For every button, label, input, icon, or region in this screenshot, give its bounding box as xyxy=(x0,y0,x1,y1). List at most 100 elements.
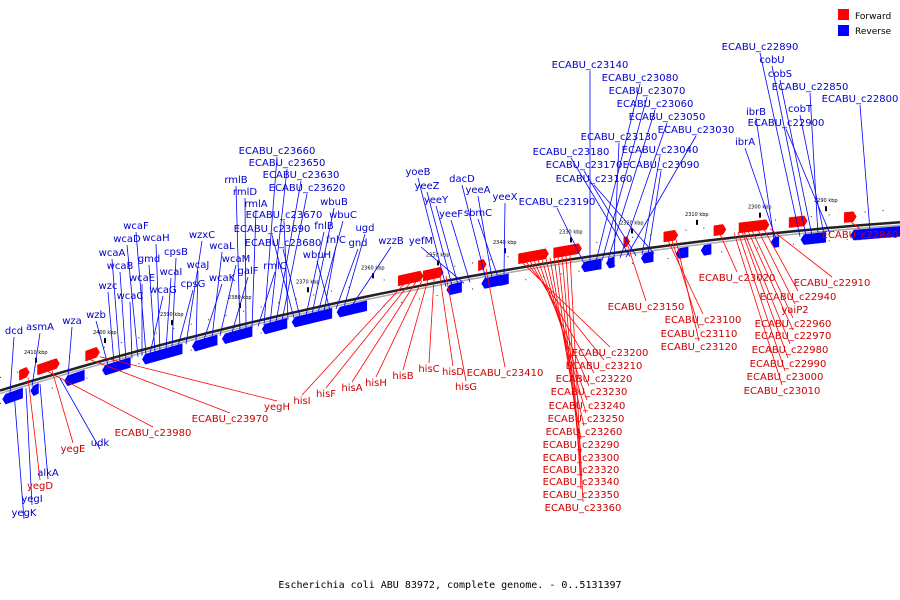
gene-label: ECABU_c23410 xyxy=(467,368,544,379)
tick-label: 2410 kbp xyxy=(24,350,48,356)
forward-gene-arrow xyxy=(423,266,444,282)
gene-label: ECABU_c23090 xyxy=(623,160,700,171)
gene-label: ECABU_c23160 xyxy=(556,174,633,185)
gene-label: wzzB xyxy=(378,236,404,247)
gene-label: ECABU_c23060 xyxy=(617,99,694,110)
leader-line xyxy=(769,228,833,278)
gene-label: ECABU_c23980 xyxy=(115,428,192,439)
gene-label: ECABU_c23660 xyxy=(239,146,316,157)
gene-label: hisI xyxy=(293,396,310,407)
leader-line xyxy=(195,270,199,342)
gene-label: cpsG xyxy=(181,279,206,290)
gene-label: yeeA xyxy=(465,185,490,196)
leader-line xyxy=(317,220,344,313)
leader-line xyxy=(301,283,405,396)
leader-line xyxy=(257,271,276,327)
map-caption: Escherichia coli ABU 83972, complete gen… xyxy=(278,580,621,591)
leader-line xyxy=(325,282,411,389)
leader-line xyxy=(641,155,661,255)
gene-label: ECABU_c23290 xyxy=(543,440,620,451)
leader-line xyxy=(27,377,41,481)
leader-line xyxy=(625,135,697,258)
leader-line xyxy=(282,248,301,317)
leader-line xyxy=(428,278,435,364)
tick-mark xyxy=(570,237,572,243)
gene-label: asmA xyxy=(26,322,54,333)
gene-label: hisD xyxy=(442,367,464,378)
leader-line xyxy=(744,147,777,240)
reverse-gene-arrow xyxy=(800,232,827,245)
leader-line xyxy=(450,219,471,283)
leader-line xyxy=(263,156,278,326)
tick-mark xyxy=(825,206,827,212)
gene-label: wcaB xyxy=(107,261,134,272)
gene-label: wza xyxy=(62,316,82,327)
gene-label: rmlC xyxy=(263,261,286,272)
gene-label: yegE xyxy=(61,444,86,455)
gene-label: wcaL xyxy=(209,241,235,252)
gene-label: hisH xyxy=(365,378,387,389)
leader-line xyxy=(171,257,177,348)
reverse-gene-arrow xyxy=(291,307,333,328)
gene-label: wcaD xyxy=(113,234,141,245)
gene-label: ECABU_c23630 xyxy=(263,170,340,181)
leader-line xyxy=(859,104,871,231)
gene-label: ECABU_c23130 xyxy=(581,132,658,143)
gene-label: yeeZ xyxy=(414,181,439,192)
leader-line xyxy=(763,229,799,292)
gene-label: cobT xyxy=(788,104,813,115)
forward-gene-arrow xyxy=(85,346,100,362)
gene-label: wzb xyxy=(86,310,106,321)
gene-label: wcaJ xyxy=(187,260,210,271)
forward-gene-arrow xyxy=(788,215,808,228)
gene-label: cobU xyxy=(759,55,784,66)
leader-line xyxy=(719,234,738,273)
tick-label: 2400 kbp xyxy=(93,330,117,336)
leader-line xyxy=(271,234,295,319)
gene-label: yaiP2 xyxy=(781,305,808,316)
tick-label: 2390 kbp xyxy=(160,312,184,318)
leader-line xyxy=(343,233,366,308)
gene-label: sbmC xyxy=(464,208,492,219)
gene-label: ECABU_c22990 xyxy=(750,359,827,370)
tick-label: 2330 kbp xyxy=(559,229,583,235)
gene-label: cpsB xyxy=(164,247,188,258)
gene-label: yeeF xyxy=(439,209,463,220)
leader-line xyxy=(283,220,289,320)
leader-line xyxy=(95,320,109,366)
forward-gene-arrow xyxy=(713,224,727,237)
leader-line xyxy=(281,193,308,322)
tick-mark xyxy=(631,228,633,234)
leader-line xyxy=(305,231,325,316)
leader-line xyxy=(111,258,121,362)
gene-label: wcaG xyxy=(149,285,177,296)
tick-label: 2360 kbp xyxy=(361,265,385,271)
leader-line xyxy=(149,295,164,354)
gene-label: wcaF xyxy=(123,221,149,232)
leader-line xyxy=(619,122,668,259)
leader-line xyxy=(747,230,794,331)
gene-label: fnlC xyxy=(326,235,346,246)
leader-line xyxy=(420,246,465,284)
gene-label: yeeX xyxy=(492,192,517,203)
gene-label: ECABU_c23670 xyxy=(246,210,323,221)
tick-mark xyxy=(759,212,761,218)
leader-line xyxy=(751,230,794,319)
leader-line xyxy=(135,231,147,355)
gene-label: ECABU_c22800 xyxy=(822,94,899,105)
gene-label: hisF xyxy=(316,389,336,400)
leader-line xyxy=(755,117,775,240)
leader-line xyxy=(203,283,223,340)
tick-label: 2300 kbp xyxy=(748,205,772,211)
legend-reverse-label: Reverse xyxy=(855,27,892,37)
leader-line xyxy=(323,245,337,312)
gene-label: rmlA xyxy=(244,199,267,210)
leader-line xyxy=(235,185,241,331)
gene-label: wbuC xyxy=(329,210,357,221)
gene-label: ECABU_c23210 xyxy=(566,361,643,372)
gene-label: ECABU_c23620 xyxy=(269,183,346,194)
gene-label: dcd xyxy=(5,326,23,337)
leader-line xyxy=(647,170,662,255)
leader-line xyxy=(593,184,655,254)
